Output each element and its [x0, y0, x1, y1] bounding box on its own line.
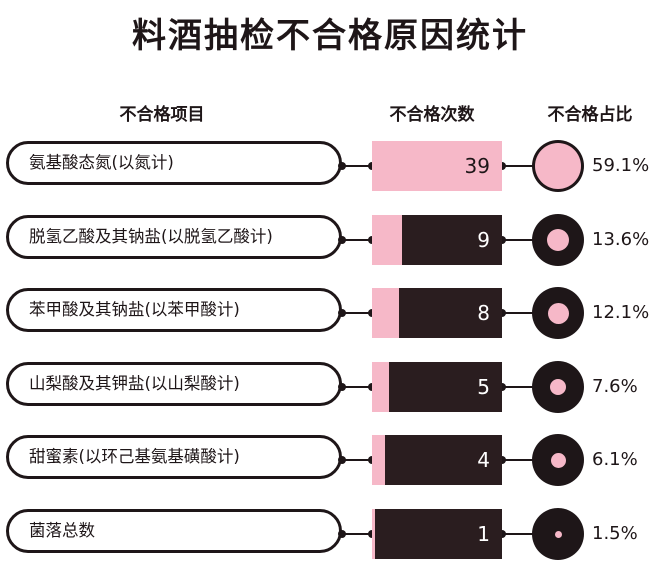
category-pill: 甜蜜素(以环己基氨基磺酸计)	[6, 435, 342, 479]
chart-row: 苯甲酸及其钠盐(以苯甲酸计) 8 12.1%	[0, 287, 660, 342]
connector-dot	[498, 162, 506, 170]
count-value: 4	[477, 448, 490, 472]
count-bar-fill	[372, 435, 385, 485]
connector-line	[502, 239, 536, 241]
count-bar: 39	[372, 141, 502, 191]
count-bar: 1	[372, 509, 502, 559]
category-pill: 山梨酸及其钾盐(以山梨酸计)	[6, 362, 342, 406]
ratio-donut-fill	[547, 302, 569, 324]
ratio-value: 7.6%	[592, 376, 638, 397]
ratio-value: 6.1%	[592, 449, 638, 470]
chart-row: 脱氢乙酸及其钠盐(以脱氢乙酸计) 9 13.6%	[0, 214, 660, 269]
category-label: 山梨酸及其钾盐(以山梨酸计)	[29, 374, 240, 393]
connector-dot	[338, 530, 346, 538]
ratio-donut	[532, 140, 584, 192]
chart-title: 料酒抽检不合格原因统计	[132, 16, 528, 56]
count-bar: 8	[372, 288, 502, 338]
count-value: 5	[477, 375, 490, 399]
connector-dot	[338, 236, 346, 244]
count-bar-fill	[372, 288, 399, 338]
connector-line	[342, 312, 372, 314]
connector-line	[342, 533, 372, 535]
connector-dot	[338, 162, 346, 170]
count-value: 8	[477, 301, 490, 325]
category-label: 苯甲酸及其钠盐(以苯甲酸计)	[29, 300, 240, 319]
connector-dot	[338, 383, 346, 391]
connector-line	[342, 386, 372, 388]
chart-row: 山梨酸及其钾盐(以山梨酸计) 5 7.6%	[0, 361, 660, 416]
count-bar-fill	[372, 141, 502, 191]
count-bar: 5	[372, 362, 502, 412]
count-value: 39	[464, 154, 490, 178]
ratio-donut-fill	[547, 229, 569, 251]
connector-dot	[498, 236, 506, 244]
connector-dot	[338, 309, 346, 317]
ratio-donut	[532, 434, 584, 486]
ratio-donut-fill	[550, 379, 566, 395]
category-label: 菌落总数	[29, 521, 95, 540]
count-bar-fill	[372, 362, 389, 412]
ratio-donut	[532, 214, 584, 266]
count-bar-fill	[372, 509, 375, 559]
count-value: 9	[477, 228, 490, 252]
ratio-donut-fill	[535, 143, 581, 189]
ratio-donut-fill	[554, 530, 562, 538]
connector-line	[502, 459, 536, 461]
chart-row: 菌落总数 1 1.5%	[0, 508, 660, 563]
category-label: 甜蜜素(以环己基氨基磺酸计)	[29, 447, 240, 466]
connector-line	[502, 386, 536, 388]
connector-line	[502, 165, 536, 167]
connector-dot	[498, 530, 506, 538]
connector-dot	[338, 456, 346, 464]
ratio-value: 59.1%	[592, 155, 650, 176]
count-bar: 9	[372, 215, 502, 265]
ratio-donut-fill	[550, 452, 566, 468]
category-label: 氨基酸态氮(以氮计)	[29, 153, 174, 172]
category-pill: 菌落总数	[6, 509, 342, 553]
ratio-value: 12.1%	[592, 302, 650, 323]
ratio-donut	[532, 508, 584, 560]
chart-row: 氨基酸态氮(以氮计) 39 59.1%	[0, 140, 660, 195]
ratio-donut	[532, 361, 584, 413]
category-label: 脱氢乙酸及其钠盐(以脱氢乙酸计)	[29, 227, 273, 246]
chart-row: 甜蜜素(以环己基氨基磺酸计) 4 6.1%	[0, 434, 660, 489]
category-pill: 苯甲酸及其钠盐(以苯甲酸计)	[6, 288, 342, 332]
category-pill: 脱氢乙酸及其钠盐(以脱氢乙酸计)	[6, 215, 342, 259]
connector-line	[342, 459, 372, 461]
ratio-value: 1.5%	[592, 523, 638, 544]
count-bar: 4	[372, 435, 502, 485]
connector-dot	[498, 456, 506, 464]
connector-line	[502, 312, 536, 314]
category-pill: 氨基酸态氮(以氮计)	[6, 141, 342, 185]
header-count: 不合格次数	[389, 105, 475, 125]
count-bar-fill	[372, 215, 402, 265]
connector-line	[502, 533, 536, 535]
header-item: 不合格项目	[119, 105, 205, 125]
connector-line	[342, 165, 372, 167]
connector-dot	[498, 383, 506, 391]
connector-line	[342, 239, 372, 241]
header-ratio: 不合格占比	[547, 105, 633, 125]
ratio-value: 13.6%	[592, 229, 650, 250]
connector-dot	[498, 309, 506, 317]
ratio-donut	[532, 287, 584, 339]
count-value: 1	[477, 522, 490, 546]
